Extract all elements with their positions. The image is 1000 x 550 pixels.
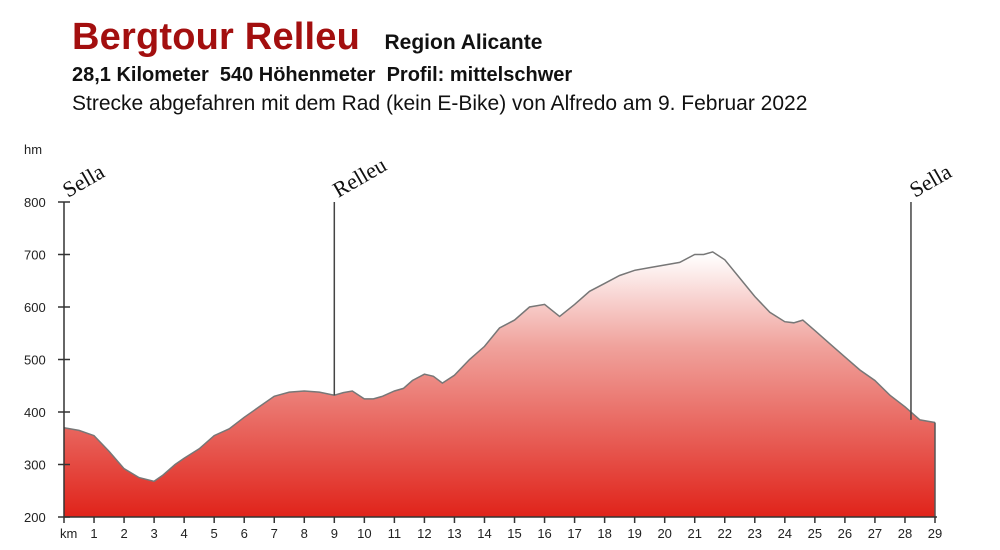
x-tick-label: 23 — [748, 526, 762, 541]
y-tick-label: 600 — [24, 300, 46, 315]
page-title: Bergtour Relleu — [72, 16, 361, 58]
tour-description: Strecke abgefahren mit dem Rad (kein E-B… — [72, 92, 808, 115]
x-tick-label: 10 — [357, 526, 371, 541]
x-tick-label: 4 — [181, 526, 188, 541]
x-tick-label: 17 — [567, 526, 581, 541]
y-tick-label: 300 — [24, 458, 46, 473]
x-tick-label: 9 — [331, 526, 338, 541]
x-tick-label: 28 — [898, 526, 912, 541]
x-tick-label: 21 — [687, 526, 701, 541]
elevation-fill — [64, 251, 935, 517]
x-tick-label: 18 — [597, 526, 611, 541]
elevation-outline — [63, 251, 936, 483]
x-tick-label: 29 — [928, 526, 942, 541]
x-tick-label: 14 — [477, 526, 491, 541]
x-tick-label: 3 — [150, 526, 157, 541]
place-label: Relleu — [328, 152, 390, 202]
tour-stats: 28,1 Kilometer 540 Höhenmeter Profil: mi… — [72, 64, 573, 86]
place-label: Sella — [58, 159, 109, 203]
x-tick-label: 5 — [211, 526, 218, 541]
x-tick-label: 11 — [388, 526, 402, 541]
place-label: Sella — [905, 159, 956, 203]
x-tick-label: 1 — [90, 526, 97, 541]
y-axis-unit-label: hm — [24, 142, 42, 157]
x-tick-label: 19 — [627, 526, 641, 541]
x-tick-label: 26 — [838, 526, 852, 541]
x-tick-label: 22 — [718, 526, 732, 541]
x-tick-label: 13 — [447, 526, 461, 541]
y-tick-label: 700 — [24, 248, 46, 263]
elevation-area — [63, 251, 936, 517]
x-tick-label: 24 — [778, 526, 792, 541]
x-tick-label: 12 — [417, 526, 431, 541]
header-title-row: Bergtour Relleu Region Alicante — [72, 16, 542, 59]
x-tick-label: 27 — [868, 526, 882, 541]
x-tick-label: 7 — [271, 526, 278, 541]
x-tick-label: 25 — [808, 526, 822, 541]
y-tick-label: 800 — [24, 195, 46, 210]
y-tick-label: 400 — [24, 405, 46, 420]
x-tick-label: 2 — [120, 526, 127, 541]
y-tick-label: 200 — [24, 510, 46, 525]
x-axis-unit-label: km — [60, 526, 77, 541]
x-tick-label: 16 — [537, 526, 551, 541]
y-tick-label: 500 — [24, 353, 46, 368]
x-tick-label: 8 — [301, 526, 308, 541]
region-label: Region Alicante — [384, 31, 543, 54]
x-tick-label: 15 — [507, 526, 521, 541]
x-tick-label: 6 — [241, 526, 248, 541]
x-tick-label: 20 — [657, 526, 671, 541]
